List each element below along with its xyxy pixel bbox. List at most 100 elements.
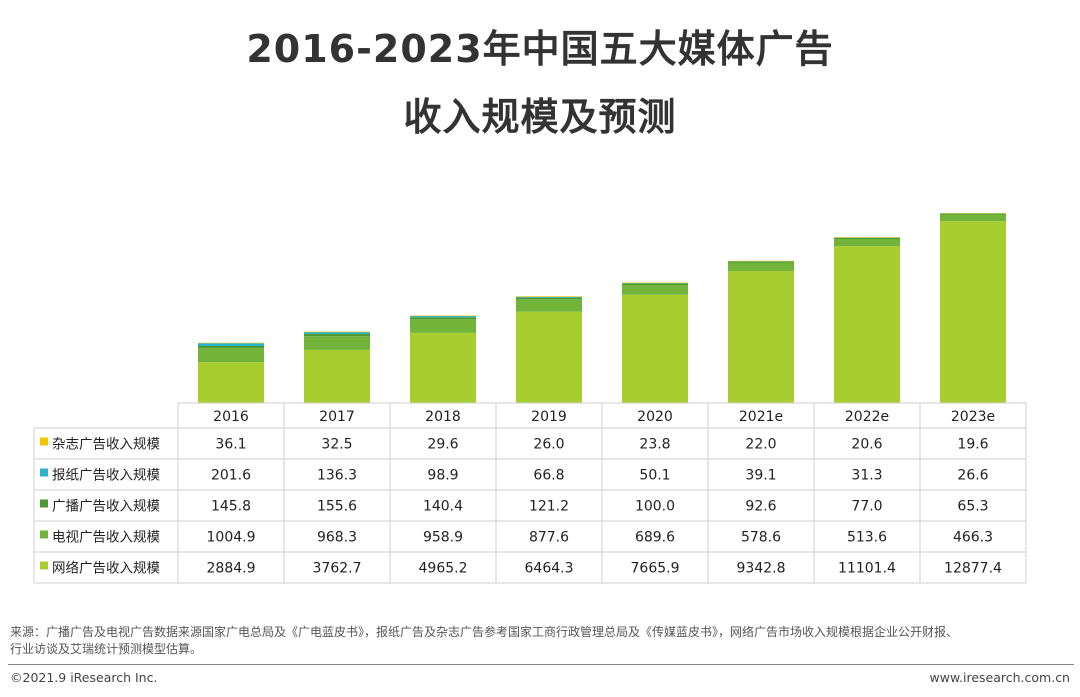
bar-2016-series-0 bbox=[198, 342, 264, 344]
data-label: 145.8 bbox=[211, 499, 251, 515]
bar-2020-series-3 bbox=[622, 285, 688, 295]
bar-2021e-series-0 bbox=[728, 260, 794, 262]
bar-2017-series-3 bbox=[304, 336, 370, 350]
bar-2019-series-2 bbox=[516, 297, 582, 300]
legend-label: 电视广告收入规模 bbox=[52, 530, 160, 546]
data-label: 31.3 bbox=[851, 468, 882, 484]
bar-2019-series-1 bbox=[516, 296, 582, 298]
legend-label: 广播广告收入规模 bbox=[52, 499, 160, 515]
bar-2018-series-0 bbox=[410, 315, 476, 317]
bar-2017-series-1 bbox=[304, 332, 370, 334]
data-label: 26.6 bbox=[957, 468, 988, 484]
bar-2018-series-3 bbox=[410, 319, 476, 333]
bar-2017-series-2 bbox=[304, 334, 370, 337]
data-label: 466.3 bbox=[953, 530, 993, 546]
data-label: 155.6 bbox=[317, 499, 357, 515]
footer-divider bbox=[8, 664, 1074, 665]
data-label: 29.6 bbox=[427, 437, 458, 453]
bar-2021e-series-2 bbox=[728, 261, 794, 263]
category-label: 2018 bbox=[425, 409, 461, 425]
bar-2023e-series-2 bbox=[940, 213, 1006, 215]
data-label: 19.6 bbox=[957, 437, 988, 453]
bar-2020-series-2 bbox=[622, 283, 688, 286]
chart-subtitle: 收入规模及预测 bbox=[403, 95, 677, 139]
data-label: 23.8 bbox=[639, 437, 670, 453]
legend-label: 杂志广告收入规模 bbox=[52, 437, 160, 453]
category-label: 2023e bbox=[951, 409, 995, 425]
data-label: 100.0 bbox=[635, 499, 675, 515]
source-line-1: 来源：广播广告及电视广告数据来源国家广电总局及《广电蓝皮书》，报纸广告及杂志广告… bbox=[10, 625, 959, 639]
bar-2018-series-4 bbox=[410, 332, 476, 403]
category-label: 2022e bbox=[845, 409, 889, 425]
bar-2022e-series-4 bbox=[834, 246, 900, 403]
chart-title: 2016-2023年中国五大媒体广告 bbox=[246, 27, 834, 71]
data-label: 136.3 bbox=[317, 468, 357, 484]
bar-2023e-series-4 bbox=[940, 221, 1006, 403]
legend-swatch bbox=[40, 561, 48, 570]
data-label: 39.1 bbox=[745, 468, 776, 484]
data-label: 20.6 bbox=[851, 437, 882, 453]
category-label: 2019 bbox=[531, 409, 567, 425]
data-label: 2884.9 bbox=[207, 561, 256, 577]
bar-2022e-series-3 bbox=[834, 238, 900, 247]
data-label: 578.6 bbox=[741, 530, 781, 546]
data-label: 968.3 bbox=[317, 530, 357, 546]
data-label: 92.6 bbox=[745, 499, 776, 515]
legend-swatch bbox=[40, 468, 48, 477]
bar-2021e-series-4 bbox=[728, 271, 794, 403]
source-line-2: 行业访谈及艾瑞统计预测模型估算。 bbox=[10, 642, 203, 656]
data-label: 98.9 bbox=[427, 468, 458, 484]
bar-2017-series-4 bbox=[304, 349, 370, 403]
bar-2020-series-0 bbox=[622, 282, 688, 284]
data-label: 36.1 bbox=[215, 437, 246, 453]
data-label: 1004.9 bbox=[207, 530, 256, 546]
bar-2016-series-1 bbox=[198, 343, 264, 347]
data-label: 3762.7 bbox=[313, 561, 362, 577]
data-label: 26.0 bbox=[533, 437, 564, 453]
data-label: 32.5 bbox=[321, 437, 352, 453]
legend-swatch bbox=[40, 437, 48, 446]
source-note: 来源：广播广告及电视广告数据来源国家广电总局及《广电蓝皮书》，报纸广告及杂志广告… bbox=[10, 624, 1072, 658]
bar-2019-series-3 bbox=[516, 299, 582, 312]
bar-2017-series-0 bbox=[304, 331, 370, 333]
data-label: 12877.4 bbox=[944, 561, 1002, 577]
bar-2023e-series-3 bbox=[940, 214, 1006, 222]
bar-2019-series-0 bbox=[516, 296, 582, 297]
bar-2021e-series-1 bbox=[728, 261, 794, 262]
data-label: 140.4 bbox=[423, 499, 463, 515]
data-label: 4965.2 bbox=[419, 561, 468, 577]
bar-2020-series-4 bbox=[622, 294, 688, 403]
data-label: 958.9 bbox=[423, 530, 463, 546]
legend-label: 报纸广告收入规模 bbox=[52, 468, 160, 484]
bar-2016-series-2 bbox=[198, 346, 264, 349]
data-label: 77.0 bbox=[851, 499, 882, 515]
legend-label: 网络广告收入规模 bbox=[52, 561, 160, 577]
data-label: 6464.3 bbox=[525, 561, 574, 577]
bar-2019-series-4 bbox=[516, 311, 582, 403]
bar-2022e-series-0 bbox=[834, 237, 900, 238]
category-label: 2017 bbox=[319, 409, 355, 425]
bar-2018-series-2 bbox=[410, 317, 476, 320]
chart-area: 2016 2017 2018 2019 2020 2021e 2022e 2023e 杂志广告收… bbox=[33, 213, 1027, 584]
data-label: 689.6 bbox=[635, 530, 675, 546]
bar-2018-series-1 bbox=[410, 315, 476, 318]
bar-2016-series-4 bbox=[198, 362, 264, 403]
copyright: ©2021.9 iResearch Inc. bbox=[10, 670, 158, 685]
data-label: 877.6 bbox=[529, 530, 569, 546]
category-label: 2020 bbox=[637, 409, 673, 425]
website: www.iresearch.com.cn bbox=[929, 670, 1071, 685]
data-label: 50.1 bbox=[639, 468, 670, 484]
data-label: 65.3 bbox=[957, 499, 988, 515]
data-label: 22.0 bbox=[745, 437, 776, 453]
data-label: 7665.9 bbox=[631, 561, 680, 577]
data-label: 513.6 bbox=[847, 530, 887, 546]
data-label: 9342.8 bbox=[737, 561, 786, 577]
legend-swatch bbox=[40, 530, 48, 539]
data-label: 66.8 bbox=[533, 468, 564, 484]
data-label: 11101.4 bbox=[838, 561, 896, 577]
bar-2022e-series-2 bbox=[834, 237, 900, 239]
category-label: 2016 bbox=[213, 409, 249, 425]
bar-2016-series-3 bbox=[198, 348, 264, 363]
legend-swatch bbox=[40, 499, 48, 508]
bar-2021e-series-3 bbox=[728, 262, 794, 272]
